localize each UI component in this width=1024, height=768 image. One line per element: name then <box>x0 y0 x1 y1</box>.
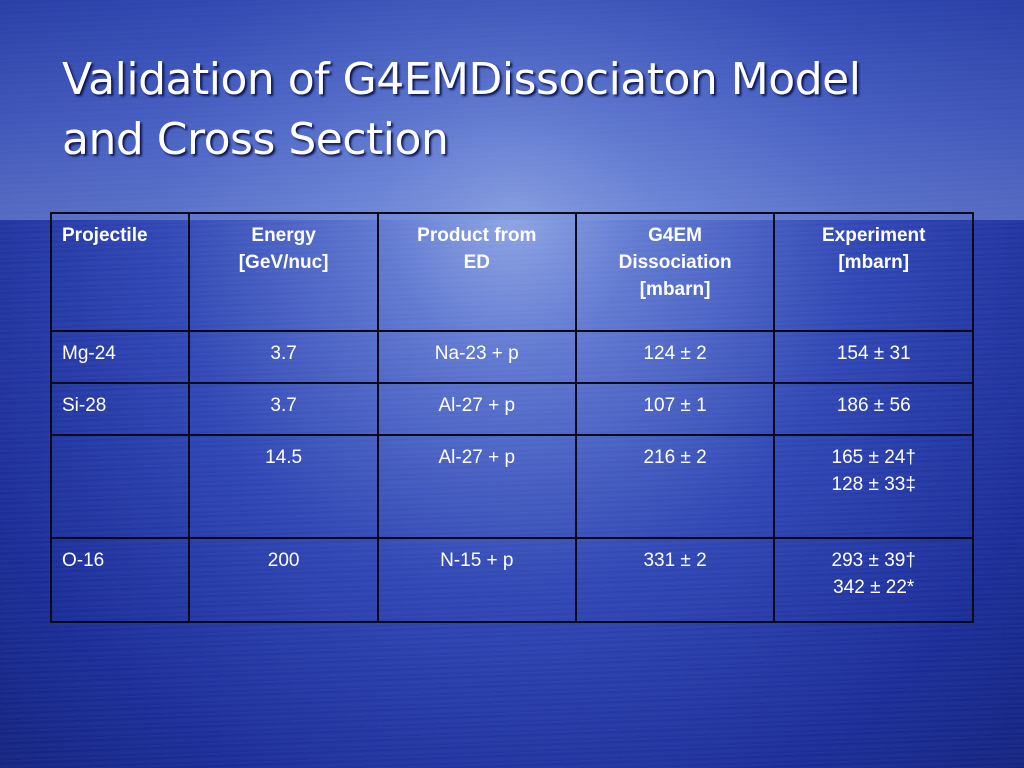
cell-g4em: 331 ± 2 <box>574 537 776 623</box>
cell-energy: 3.7 <box>188 382 379 436</box>
header-text: Dissociation <box>618 252 732 273</box>
cell-projectile: Mg-24 <box>49 330 191 384</box>
header-text: [mbarn] <box>838 252 910 273</box>
table-row: Si-28 3.7 Al-27 + p 107 ± 1 186 ± 56 <box>49 382 974 436</box>
slide-title: Validation of G4EMDissociaton Model and … <box>62 50 962 170</box>
header-text: Energy <box>251 225 316 246</box>
table-row: 14.5 Al-27 + p 216 ± 2 165 ± 24† 128 ± 3… <box>49 434 974 539</box>
experiment-value: 342 ± 22* <box>833 577 915 598</box>
cell-experiment: 293 ± 39† 342 ± 22* <box>773 537 974 623</box>
header-text: Product from <box>417 225 537 246</box>
cell-g4em: 216 ± 2 <box>574 434 776 539</box>
cell-product: N-15 + p <box>376 537 577 623</box>
header-text: [GeV/nuc] <box>238 252 329 273</box>
header-product: Product from ED <box>376 212 577 332</box>
cell-energy: 3.7 <box>188 330 379 384</box>
slide-title-line-2: and Cross Section <box>62 114 449 165</box>
experiment-value: 154 ± 31 <box>836 343 911 364</box>
cell-projectile: O-16 <box>49 537 191 623</box>
cell-product: Al-27 + p <box>376 434 577 539</box>
table-row: O-16 200 N-15 + p 331 ± 2 293 ± 39† 342 … <box>49 537 974 623</box>
cell-experiment: 154 ± 31 <box>773 330 974 384</box>
header-text: Projectile <box>62 225 148 246</box>
table-header-row: Projectile Energy [GeV/nuc] Product from… <box>49 212 974 332</box>
cell-projectile <box>49 434 191 539</box>
experiment-value: 128 ± 33‡ <box>831 474 916 495</box>
cell-product: Na-23 + p <box>376 330 577 384</box>
cell-experiment: 165 ± 24† 128 ± 33‡ <box>773 434 974 539</box>
header-projectile: Projectile <box>49 212 191 332</box>
experiment-value: 293 ± 39† <box>831 550 916 571</box>
header-text: [mbarn] <box>639 279 711 300</box>
experiment-value: 165 ± 24† <box>831 447 916 468</box>
experiment-value: 186 ± 56 <box>836 395 911 416</box>
header-experiment: Experiment [mbarn] <box>773 212 974 332</box>
cell-projectile: Si-28 <box>49 382 191 436</box>
cell-product: Al-27 + p <box>376 382 577 436</box>
cell-g4em: 107 ± 1 <box>574 382 776 436</box>
header-text: Experiment <box>821 225 926 246</box>
cell-energy: 14.5 <box>188 434 379 539</box>
cell-energy: 200 <box>188 537 379 623</box>
header-text: G4EM <box>648 225 703 246</box>
cell-g4em: 124 ± 2 <box>574 330 776 384</box>
header-text: ED <box>463 252 490 273</box>
cross-section-table: Projectile Energy [GeV/nuc] Product from… <box>49 212 974 623</box>
header-g4em: G4EM Dissociation [mbarn] <box>574 212 776 332</box>
background-sky <box>0 0 1024 220</box>
header-energy: Energy [GeV/nuc] <box>188 212 379 332</box>
cell-experiment: 186 ± 56 <box>773 382 974 436</box>
table-row: Mg-24 3.7 Na-23 + p 124 ± 2 154 ± 31 <box>49 330 974 384</box>
slide-title-line-1: Validation of G4EMDissociaton Model <box>62 54 861 105</box>
